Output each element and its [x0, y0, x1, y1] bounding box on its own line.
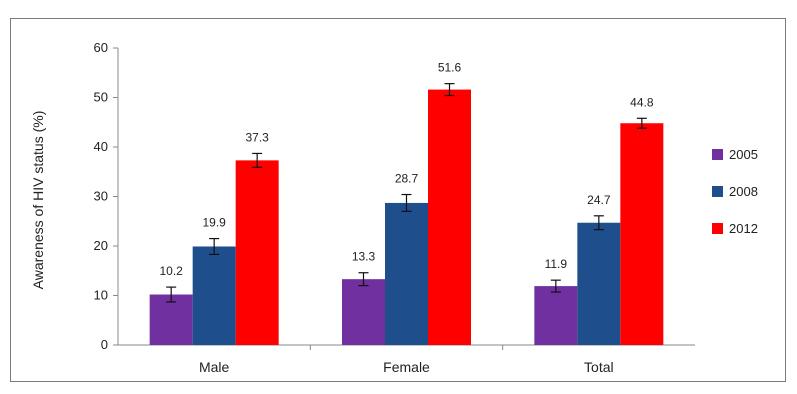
y-tick-label: 60: [94, 40, 108, 55]
axes: 0 10 20 30 40 50 60 Male Female Total: [94, 40, 695, 375]
bars: [149, 83, 664, 346]
x-category-label: Total: [584, 359, 614, 375]
y-tick-label: 40: [94, 139, 108, 154]
bar-2008-total: [577, 222, 621, 345]
x-category-label: Female: [383, 359, 430, 375]
data-labels: 10.2 19.9 37.3 13.3 28.7 51.6 11.9 24.7 44.8: [159, 61, 653, 278]
y-tick-label: 50: [94, 90, 108, 105]
bar-2005-total: [534, 286, 578, 345]
bar-2005-female: [342, 279, 385, 345]
legend-label-2008: 2008: [729, 184, 758, 199]
legend: 2005 2008 2012: [712, 147, 758, 236]
y-tick-label: 10: [94, 288, 108, 303]
data-label-2008-total: 24.7: [587, 193, 611, 207]
y-tick-label: 30: [94, 189, 108, 204]
legend-swatch-2012: [712, 223, 723, 234]
bar-2012-female: [428, 89, 471, 345]
data-label-2012-female: 51.6: [438, 61, 462, 75]
legend-swatch-2005: [712, 149, 723, 160]
bar-2005-male: [149, 294, 193, 345]
data-label-2012-total: 44.8: [630, 95, 654, 109]
x-category-label: Male: [199, 359, 230, 375]
data-label-2012-male: 37.3: [245, 130, 269, 144]
y-tick-label: 20: [94, 238, 108, 253]
bar-2008-male: [192, 246, 236, 345]
chart-frame: [10, 18, 786, 382]
bar-2008-female: [385, 202, 428, 345]
y-tick-label: 0: [101, 337, 108, 352]
data-label-2005-female: 13.3: [352, 250, 376, 264]
bar-2012-male: [235, 160, 279, 345]
data-label-2008-female: 28.7: [395, 172, 419, 186]
bar-2012-total: [620, 123, 664, 346]
y-axis-title: Awareness of HIV status (%): [30, 111, 46, 290]
data-label-2005-total: 11.9: [545, 257, 568, 271]
data-label-2005-male: 10.2: [159, 264, 183, 278]
legend-label-2012: 2012: [729, 221, 758, 236]
legend-label-2005: 2005: [729, 147, 758, 162]
legend-swatch-2008: [712, 186, 723, 197]
data-label-2008-male: 19.9: [202, 216, 226, 230]
